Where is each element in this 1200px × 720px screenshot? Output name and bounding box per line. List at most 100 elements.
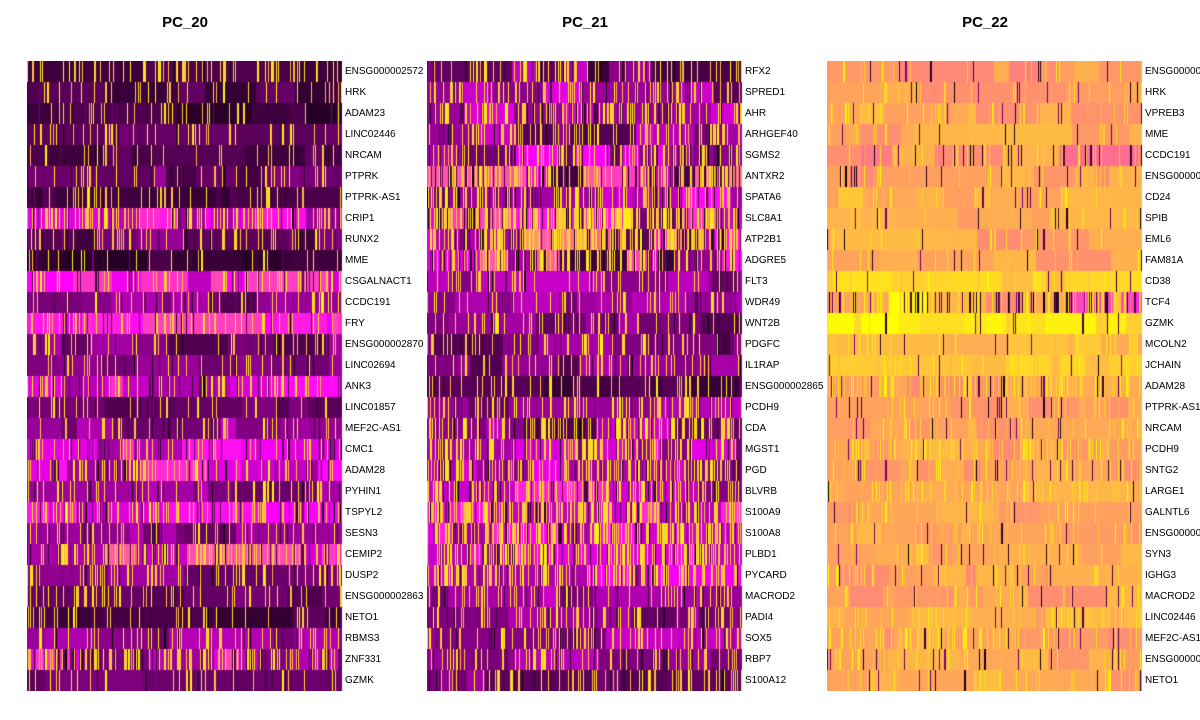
gene-label: S100A12 [745,674,787,686]
gene-label: RUNX2 [345,233,379,245]
gene-label: ADAM28 [345,464,386,476]
gene-label: ZNF331 [345,653,382,665]
gene-label: SLC8A1 [745,212,783,224]
gene-label: PCDH9 [745,401,779,413]
gene-label: ENSG000002 [1145,170,1200,182]
gene-label: DUSP2 [345,569,379,581]
gene-label: CDA [745,422,767,434]
gene-label: ANTXR2 [745,170,785,182]
gene-label: ENSG000002572 [345,65,424,77]
gene-label: SPATA6 [745,191,782,203]
gene-label: CCDC191 [345,296,391,308]
gene-label: BLVRB [745,485,778,497]
gene-label: NRCAM [345,149,382,161]
heatmap-panel [27,61,343,691]
gene-label: SNTG2 [1145,464,1179,476]
gene-label: MACROD2 [1145,590,1196,602]
gene-label: SGMS2 [745,149,781,161]
gene-label: SYN3 [1145,548,1172,560]
gene-label: TSPYL2 [345,506,383,518]
gene-label: ANK3 [345,380,372,392]
gene-label: MME [345,254,369,266]
heatmap-panel [427,61,743,691]
heatmap-panel [827,61,1143,691]
gene-label: MACROD2 [745,590,796,602]
gene-label: ENSG000002 [1145,653,1200,665]
gene-label: MME [1145,128,1169,140]
gene-label: ADAM23 [345,107,386,119]
gene-label: LINC01857 [345,401,396,413]
gene-label: ENSG000002870 [345,338,424,350]
gene-label: PTPRK [345,170,379,182]
gene-label: ENSG000002 [1145,527,1200,539]
gene-label: RFX2 [745,65,771,77]
gene-label: CEMIP2 [345,548,383,560]
gene-label: RBMS3 [345,632,380,644]
gene-label: NETO1 [1145,674,1179,686]
gene-label: ENSG000002 [1145,65,1200,77]
gene-label: CRIP1 [345,212,375,224]
gene-label: LINC02446 [345,128,396,140]
gene-label: WNT2B [745,317,780,329]
gene-label: PADI4 [745,611,774,623]
gene-label: PYCARD [745,569,787,581]
gene-label: ENSG000002865 [745,380,824,392]
gene-label: ARHGEF40 [745,128,798,140]
heatmap-cells [27,61,343,691]
gene-label: TCF4 [1145,296,1170,308]
gene-label: ENSG000002863 [345,590,424,602]
gene-label: LINC02446 [1145,611,1196,623]
gene-label: MGST1 [745,443,780,455]
gene-label: PTPRK-AS1 [1145,401,1200,413]
gene-label: PDGFC [745,338,780,350]
gene-label: ATP2B1 [745,233,782,245]
gene-label: JCHAIN [1145,359,1182,371]
gene-label: NETO1 [345,611,379,623]
gene-label: HRK [345,86,367,98]
panel-title-pc-22: PC_22 [962,14,1008,31]
gene-label: SOX5 [745,632,772,644]
gene-label: S100A8 [745,527,781,539]
gene-label: ADGRE5 [745,254,787,266]
gene-label: PLBD1 [745,548,777,560]
gene-label: MEF2C-AS1 [1145,632,1200,644]
gene-label: NRCAM [1145,422,1182,434]
heatmap-cells [427,61,743,691]
gene-label: CD38 [1145,275,1171,287]
gene-label: SPRED1 [745,86,786,98]
gene-label: LARGE1 [1145,485,1185,497]
gene-label: CSGALNACT1 [345,275,412,287]
gene-label: EML6 [1145,233,1172,245]
gene-label: CCDC191 [1145,149,1191,161]
gene-label: GZMK [1145,317,1174,329]
gene-label: RBP7 [745,653,772,665]
gene-label: PGD [745,464,767,476]
gene-label: PTPRK-AS1 [345,191,401,203]
gene-label: S100A9 [745,506,781,518]
panel-title-pc-20: PC_20 [162,14,208,31]
gene-label: WDR49 [745,296,781,308]
gene-label: ADAM28 [1145,380,1186,392]
gene-label: VPREB3 [1145,107,1185,119]
gene-label: PYHIN1 [345,485,382,497]
gene-label: PCDH9 [1145,443,1179,455]
gene-label: GALNTL6 [1145,506,1190,518]
gene-label: AHR [745,107,767,119]
gene-label: HRK [1145,86,1167,98]
gene-label: IGHG3 [1145,569,1177,581]
gene-label: MCOLN2 [1145,338,1187,350]
gene-label: CD24 [1145,191,1171,203]
gene-label: CMC1 [345,443,374,455]
panel-title-pc-21: PC_21 [562,14,608,31]
gene-label: GZMK [345,674,374,686]
heatmap-cells [827,61,1143,691]
gene-label: LINC02694 [345,359,396,371]
gene-label: SESN3 [345,527,378,539]
gene-label: MEF2C-AS1 [345,422,402,434]
gene-label: SPIB [1145,212,1168,224]
gene-label: FAM81A [1145,254,1184,266]
gene-label: FLT3 [745,275,768,287]
gene-label: FRY [345,317,365,329]
gene-label: IL1RAP [745,359,780,371]
